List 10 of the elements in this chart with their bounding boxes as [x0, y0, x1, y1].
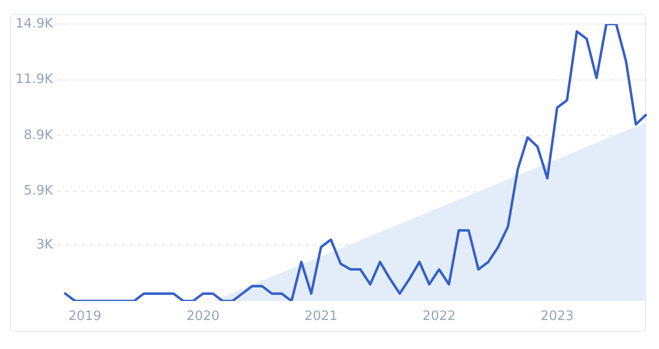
x-tick-label: 2021: [304, 309, 338, 324]
y-tick-label: 3K: [36, 238, 54, 253]
y-tick-label: 5.9K: [24, 184, 54, 199]
y-tick-label: 11.9K: [16, 72, 54, 88]
x-tick-label: 2019: [68, 309, 102, 324]
x-tick-label: 2020: [186, 309, 220, 324]
y-tick-label: 14.9K: [16, 16, 54, 32]
x-tick-label: 2022: [422, 309, 456, 324]
x-tick-label: 2023: [540, 309, 574, 324]
y-tick-label: 8.9K: [24, 128, 54, 143]
